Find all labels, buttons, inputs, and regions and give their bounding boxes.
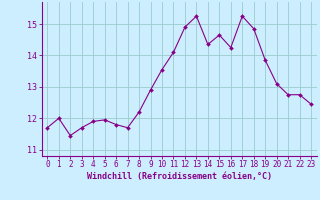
X-axis label: Windchill (Refroidissement éolien,°C): Windchill (Refroidissement éolien,°C) bbox=[87, 172, 272, 181]
